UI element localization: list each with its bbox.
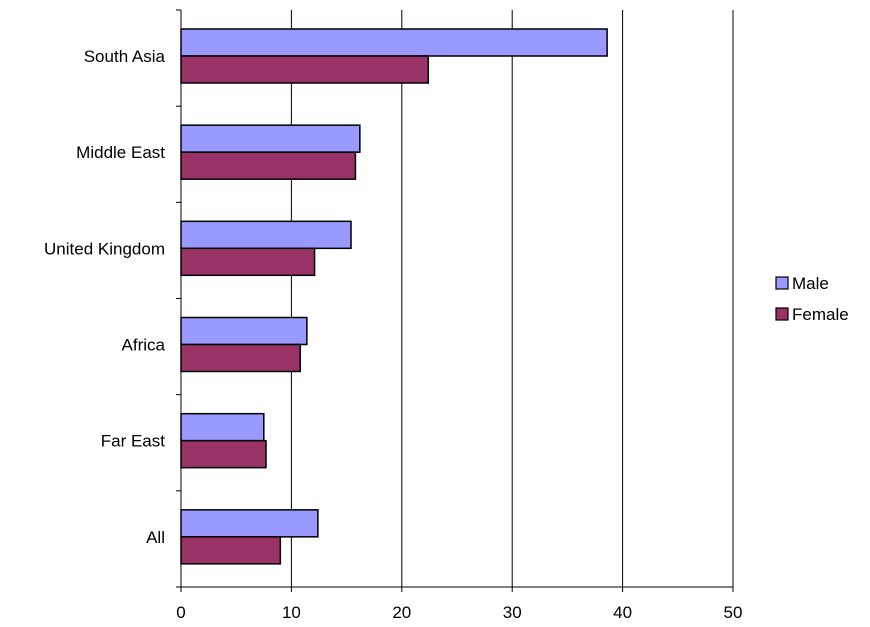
x-tick-label: 40	[613, 603, 632, 622]
legend-label-male: Male	[792, 274, 829, 293]
category-label: United Kingdom	[44, 239, 165, 258]
category-label: Middle East	[76, 143, 165, 162]
legend: Male Female	[775, 274, 849, 324]
bar-united-kingdom-female	[180, 247, 316, 277]
bar-south-asia-female	[180, 55, 430, 84]
bar-all-female	[180, 536, 282, 565]
axes	[176, 9, 733, 588]
category-label: Far East	[101, 432, 166, 451]
x-tick-label: 20	[392, 603, 411, 622]
bar-middle-east-male	[180, 124, 361, 153]
bar-united-kingdom-male	[180, 220, 352, 250]
category-label: Africa	[122, 336, 166, 355]
x-tick-label: 50	[724, 603, 743, 622]
x-axis-ticks: 0 10 20 30 40 50	[176, 587, 742, 622]
bar-far-east-female	[180, 439, 267, 469]
bar-all-male	[180, 509, 319, 538]
bar-africa-female	[180, 343, 301, 373]
y-axis-categories: South Asia Middle East United Kingdom Afric…	[44, 47, 166, 547]
bar-africa-male	[180, 316, 308, 346]
bar-far-east-male	[180, 412, 265, 442]
legend-label-female: Female	[792, 305, 849, 324]
category-label: South Asia	[84, 47, 166, 66]
grid-lines	[290, 10, 734, 587]
bar-south-asia-male	[180, 28, 608, 57]
legend-swatch-male	[775, 276, 789, 290]
legend-swatch-female	[775, 307, 789, 321]
category-label: All	[146, 528, 165, 547]
x-tick-label: 30	[503, 603, 522, 622]
bar-middle-east-female	[180, 151, 357, 180]
bars	[180, 28, 608, 565]
x-tick-label: 0	[176, 603, 185, 622]
x-tick-label: 10	[282, 603, 301, 622]
